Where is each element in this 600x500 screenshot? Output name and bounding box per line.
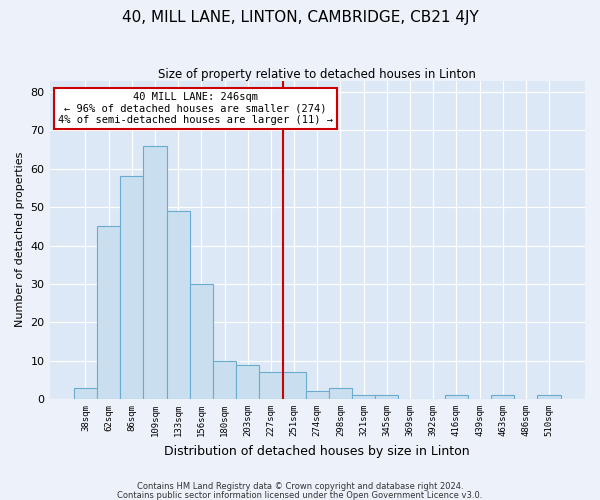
Bar [167, 211, 190, 399]
Bar [259, 372, 283, 399]
Bar [375, 395, 398, 399]
Text: Contains HM Land Registry data © Crown copyright and database right 2024.: Contains HM Land Registry data © Crown c… [137, 482, 463, 491]
Bar [213, 360, 236, 399]
Bar [143, 146, 167, 399]
Bar [283, 372, 305, 399]
Bar [120, 176, 143, 399]
Bar [305, 392, 329, 399]
Text: Contains public sector information licensed under the Open Government Licence v3: Contains public sector information licen… [118, 490, 482, 500]
Bar [491, 395, 514, 399]
Bar [538, 395, 560, 399]
Text: 40 MILL LANE: 246sqm
← 96% of detached houses are smaller (274)
4% of semi-detac: 40 MILL LANE: 246sqm ← 96% of detached h… [58, 92, 333, 125]
Bar [445, 395, 468, 399]
Bar [236, 364, 259, 399]
Bar [74, 388, 97, 399]
Title: Size of property relative to detached houses in Linton: Size of property relative to detached ho… [158, 68, 476, 80]
Bar [97, 226, 120, 399]
Bar [329, 388, 352, 399]
Bar [190, 284, 213, 399]
Bar [352, 395, 375, 399]
Y-axis label: Number of detached properties: Number of detached properties [15, 152, 25, 328]
Text: 40, MILL LANE, LINTON, CAMBRIDGE, CB21 4JY: 40, MILL LANE, LINTON, CAMBRIDGE, CB21 4… [122, 10, 478, 25]
X-axis label: Distribution of detached houses by size in Linton: Distribution of detached houses by size … [164, 444, 470, 458]
